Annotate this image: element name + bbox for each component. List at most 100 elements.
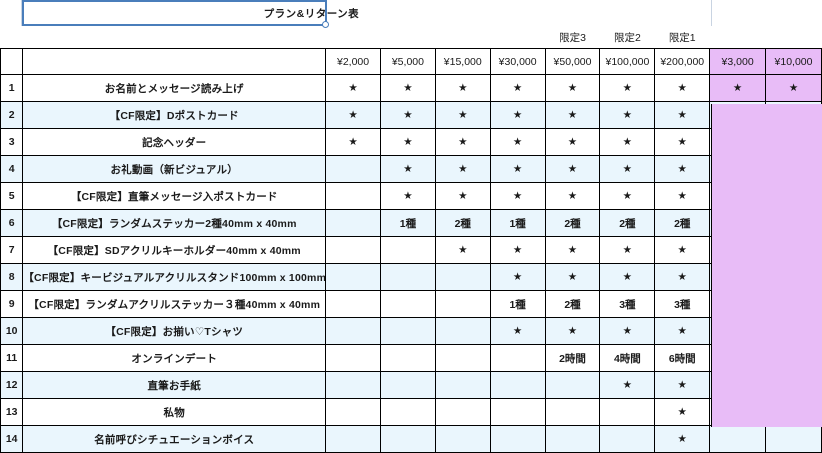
star-icon[interactable]: ★: [489, 317, 546, 345]
tier-price-4[interactable]: ¥30,000: [489, 48, 546, 75]
price-row-number-blank[interactable]: [0, 48, 24, 75]
tier-cell[interactable]: [325, 155, 381, 183]
reward-item-name[interactable]: 【CF限定】キービジュアルアクリルスタンド100mm x 100mm: [22, 263, 327, 291]
tier-group-label-2[interactable]: [380, 26, 436, 49]
tier-group-label-6[interactable]: 限定2: [599, 26, 655, 49]
reward-item-name[interactable]: お礼動画（新ビジュアル）: [22, 155, 327, 183]
tier-price-6[interactable]: ¥100,000: [599, 48, 656, 75]
tier-cell[interactable]: 2種: [434, 209, 491, 237]
tier-cell[interactable]: [489, 344, 546, 372]
tier-cell[interactable]: 1種: [379, 209, 436, 237]
star-icon[interactable]: ★: [599, 182, 656, 210]
reward-item-name[interactable]: 【CF限定】お揃い♡Tシャツ: [22, 317, 327, 345]
star-icon[interactable]: ★: [599, 263, 656, 291]
star-icon[interactable]: ★: [489, 263, 546, 291]
star-icon[interactable]: ★: [325, 101, 381, 129]
star-icon[interactable]: ★: [379, 101, 436, 129]
star-icon[interactable]: ★: [325, 128, 381, 156]
row-number[interactable]: 4: [0, 155, 24, 183]
star-icon[interactable]: ★: [489, 182, 546, 210]
star-icon[interactable]: ★: [599, 317, 656, 345]
row-number[interactable]: 10: [0, 317, 24, 345]
star-icon[interactable]: ★: [379, 128, 436, 156]
star-icon[interactable]: ★: [325, 74, 381, 102]
star-icon[interactable]: ★: [544, 74, 601, 102]
tier-cell[interactable]: [489, 398, 546, 426]
star-icon[interactable]: ★: [599, 371, 656, 399]
row-number[interactable]: 7: [0, 236, 24, 264]
star-icon[interactable]: ★: [654, 425, 711, 453]
tier-cell[interactable]: 1種: [489, 209, 546, 237]
star-icon[interactable]: ★: [599, 101, 656, 129]
tier-cell[interactable]: [434, 371, 491, 399]
star-icon[interactable]: ★: [434, 74, 491, 102]
star-icon[interactable]: ★: [434, 236, 491, 264]
tier-cell[interactable]: [379, 398, 436, 426]
tier-cell[interactable]: [325, 317, 381, 345]
star-icon[interactable]: ★: [544, 128, 601, 156]
tier-cell[interactable]: 2種: [599, 209, 656, 237]
tier-group-label-5[interactable]: 限定3: [545, 26, 600, 49]
star-icon[interactable]: ★: [434, 155, 491, 183]
star-icon[interactable]: ★: [599, 236, 656, 264]
star-icon[interactable]: ★: [654, 263, 711, 291]
row-number[interactable]: 2: [0, 101, 24, 129]
tier-cell[interactable]: [325, 182, 381, 210]
star-icon[interactable]: ★: [544, 182, 601, 210]
row-number[interactable]: 9: [0, 290, 24, 318]
tier-cell[interactable]: [379, 317, 436, 345]
tier-cell[interactable]: [434, 344, 491, 372]
tier-price-2[interactable]: ¥5,000: [379, 48, 436, 75]
row-number[interactable]: 8: [0, 263, 24, 291]
tier-cell[interactable]: [599, 398, 656, 426]
tier-cell[interactable]: [379, 263, 436, 291]
row-number[interactable]: 13: [0, 398, 24, 426]
tier-cell[interactable]: 4時間: [599, 344, 656, 372]
tier-cell[interactable]: [379, 236, 436, 264]
tier-cell[interactable]: [544, 371, 601, 399]
star-icon[interactable]: ★: [765, 74, 822, 102]
row-number[interactable]: 1: [0, 74, 24, 102]
star-icon[interactable]: ★: [489, 74, 546, 102]
tier-cell[interactable]: 3種: [654, 290, 711, 318]
extra-cell[interactable]: [709, 425, 767, 453]
tier-cell[interactable]: [325, 209, 381, 237]
tier-cell[interactable]: [489, 371, 546, 399]
corner-cell[interactable]: [0, 0, 23, 26]
tier-group-label-1[interactable]: [325, 26, 381, 49]
tier-cell[interactable]: [325, 236, 381, 264]
tier-cell[interactable]: [599, 425, 656, 453]
star-icon[interactable]: ★: [379, 74, 436, 102]
tier-cell[interactable]: [379, 344, 436, 372]
star-icon[interactable]: ★: [654, 155, 711, 183]
tier-cell[interactable]: 2時間: [544, 344, 601, 372]
reward-item-name[interactable]: オンラインデート: [22, 344, 327, 372]
tier-cell[interactable]: [434, 425, 491, 453]
row-header-blank[interactable]: [0, 26, 23, 49]
tier-cell[interactable]: [434, 398, 491, 426]
extra-group-label-1[interactable]: [709, 26, 766, 49]
star-icon[interactable]: ★: [654, 236, 711, 264]
tier-group-label-3[interactable]: [435, 26, 491, 49]
tier-cell[interactable]: 2種: [544, 209, 601, 237]
tier-cell[interactable]: 2種: [654, 209, 711, 237]
row-number[interactable]: 11: [0, 344, 24, 372]
star-icon[interactable]: ★: [654, 101, 711, 129]
reward-item-name[interactable]: 直筆お手紙: [22, 371, 327, 399]
title-spacer-cell[interactable]: [765, 0, 822, 26]
star-icon[interactable]: ★: [544, 155, 601, 183]
star-icon[interactable]: ★: [654, 398, 711, 426]
reward-item-name[interactable]: 名前呼びシチュエーションボイス: [22, 425, 327, 453]
star-icon[interactable]: ★: [599, 128, 656, 156]
tier-cell[interactable]: [544, 398, 601, 426]
reward-item-name[interactable]: 【CF限定】直筆メッセージ入ポストカード: [22, 182, 327, 210]
reward-item-name[interactable]: 私物: [22, 398, 327, 426]
star-icon[interactable]: ★: [654, 317, 711, 345]
tier-price-1[interactable]: ¥2,000: [325, 48, 381, 75]
extra-price-2[interactable]: ¥10,000: [765, 48, 822, 75]
star-icon[interactable]: ★: [434, 101, 491, 129]
tier-cell[interactable]: [379, 371, 436, 399]
tier-cell[interactable]: 3種: [599, 290, 656, 318]
star-icon[interactable]: ★: [654, 74, 711, 102]
